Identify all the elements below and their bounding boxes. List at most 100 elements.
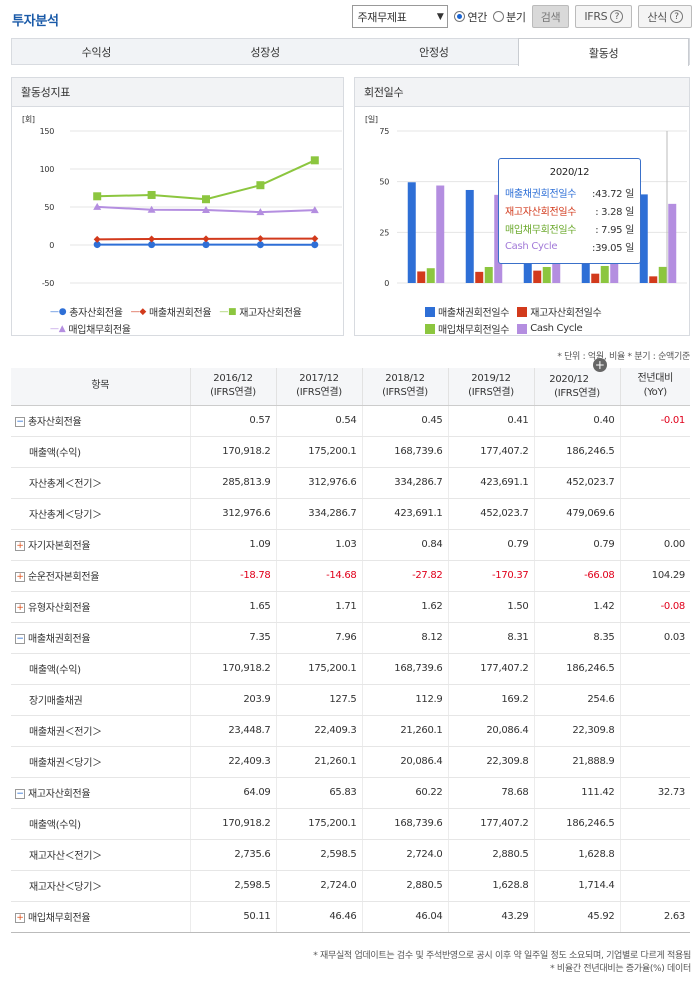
- row-label[interactable]: + 매입채무회전율: [11, 901, 191, 933]
- data-point[interactable]: [202, 195, 210, 204]
- row-label[interactable]: + 유형자산회전율: [11, 591, 191, 623]
- cell-value: 60.22: [362, 777, 449, 809]
- data-point[interactable]: [148, 235, 156, 243]
- legend-item[interactable]: 매출채권회전일수: [425, 304, 510, 319]
- row-label-text: 재고자산＜전기＞: [29, 851, 102, 862]
- bar[interactable]: [465, 189, 474, 283]
- bar[interactable]: [417, 271, 426, 283]
- row-label: 매출채권＜당기＞: [11, 746, 191, 778]
- data-point[interactable]: [256, 235, 264, 243]
- expand-icon[interactable]: +: [15, 913, 25, 923]
- tab-stability[interactable]: 안정성: [419, 45, 449, 59]
- bar[interactable]: [591, 273, 600, 283]
- cell-value: 186,246.5: [534, 436, 621, 468]
- data-point[interactable]: [256, 208, 265, 216]
- bar[interactable]: [542, 266, 551, 283]
- row-label[interactable]: − 총자산회전율: [11, 405, 191, 437]
- bar[interactable]: [639, 194, 648, 283]
- legend-swatch-icon: [425, 306, 435, 317]
- data-point[interactable]: [311, 241, 319, 249]
- legend-item[interactable]: —◆ 매출채권회전율: [130, 304, 212, 320]
- controls: 주재무제표 ▼ 연간 분기 검색 IFRS ? 산식 ?: [352, 5, 692, 28]
- header-yoy-label: 전년대비: [637, 373, 674, 385]
- legend-swatch-icon: [425, 323, 435, 334]
- footnote: * 재무실적 업데이트는 검수 및 주석반영으로 공시 이후 약 일주일 정도 …: [313, 951, 691, 961]
- expand-icon[interactable]: +: [15, 541, 25, 551]
- radio-quarter[interactable]: 분기: [493, 9, 526, 25]
- activity-table: 항목 2016/12 (IFRS연결) 2017/12 (IFRS연결) 2018/12…: [11, 357, 690, 933]
- radio-annual[interactable]: 연간: [454, 9, 487, 25]
- legend-item[interactable]: —▲ 매입채무회전율: [50, 321, 131, 337]
- row-label[interactable]: + 자기자본회전율: [11, 529, 191, 561]
- bar[interactable]: [649, 276, 658, 283]
- legend-item[interactable]: —● 총자산회전율: [50, 304, 123, 320]
- data-point[interactable]: [311, 235, 319, 243]
- legend-item[interactable]: —■ 재고자산회전율: [219, 304, 302, 320]
- data-point[interactable]: [93, 235, 101, 243]
- statement-type-select[interactable]: 주재무제표 ▼: [352, 5, 449, 28]
- data-point[interactable]: [147, 205, 156, 213]
- y-tick-label: 75: [379, 127, 389, 136]
- tab-profitability[interactable]: 수익성: [81, 45, 112, 59]
- data-point[interactable]: [93, 202, 102, 210]
- data-point[interactable]: [202, 235, 210, 243]
- data-point[interactable]: [202, 241, 210, 249]
- cell-value: 0.79: [448, 529, 535, 561]
- radio-annual-dot[interactable]: [454, 11, 466, 22]
- radio-quarter-dot[interactable]: [493, 11, 505, 22]
- y-unit-label: [회]: [22, 115, 35, 124]
- formula-button[interactable]: 산식 ?: [638, 5, 692, 28]
- tab-activity[interactable]: 활동성: [518, 38, 689, 66]
- search-button[interactable]: 검색: [531, 5, 570, 28]
- row-label[interactable]: − 매출채권회전율: [11, 622, 191, 654]
- bar[interactable]: [436, 185, 445, 283]
- bar[interactable]: [407, 182, 416, 283]
- data-point[interactable]: [256, 181, 265, 190]
- cell-yoy: [620, 436, 690, 468]
- collapse-icon[interactable]: −: [15, 417, 25, 427]
- data-point[interactable]: [93, 192, 102, 201]
- legend-item[interactable]: 재고자산회전일수: [517, 304, 602, 319]
- row-label-text: 유형자산회전율: [28, 603, 91, 614]
- table-row: + 매입채무회전율 50.11 46.46 46.04 43.29 45.92 2.63: [11, 901, 690, 933]
- bar[interactable]: [475, 271, 484, 283]
- row-label: 매출액(수익): [11, 808, 191, 840]
- cell-value: 50.11: [190, 901, 277, 933]
- bar[interactable]: [533, 270, 542, 283]
- data-point[interactable]: [93, 241, 101, 249]
- row-label[interactable]: − 재고자산회전율: [11, 777, 191, 809]
- bar[interactable]: [600, 265, 609, 283]
- legend-label: 재고자산회전일수: [530, 308, 602, 319]
- legend-marker-icon: —◆: [130, 306, 147, 317]
- bar[interactable]: [484, 266, 493, 283]
- data-point[interactable]: [256, 241, 264, 249]
- bar[interactable]: [426, 268, 435, 283]
- data-point[interactable]: [148, 241, 156, 249]
- add-column-icon[interactable]: +: [592, 357, 607, 372]
- legend-item[interactable]: Cash Cycle: [517, 321, 583, 336]
- cell-value: 7.96: [276, 622, 363, 654]
- data-point[interactable]: [310, 206, 319, 214]
- legend-label: 매입채무회전일수: [438, 325, 510, 336]
- header: 투자분석 주재무제표 ▼ 연간 분기 검색 IFRS ? 산식 ?: [0, 0, 700, 34]
- bar[interactable]: [668, 203, 677, 283]
- table-row: − 매출채권회전율 7.35 7.96 8.12 8.31 8.35 0.03: [11, 622, 690, 654]
- expand-icon[interactable]: +: [15, 572, 25, 582]
- bar[interactable]: [658, 266, 667, 283]
- collapse-icon[interactable]: −: [15, 634, 25, 644]
- expand-icon[interactable]: +: [15, 603, 25, 613]
- ifrs-button[interactable]: IFRS ?: [575, 5, 633, 28]
- data-point[interactable]: [310, 156, 319, 165]
- data-point[interactable]: [147, 190, 156, 199]
- cell-value: 1.65: [190, 591, 277, 623]
- collapse-icon[interactable]: −: [15, 789, 25, 799]
- header-year-label: 2019/12: [471, 373, 511, 385]
- row-label: 매출액(수익): [11, 436, 191, 468]
- tab-growth[interactable]: 성장성: [250, 45, 280, 59]
- cell-yoy: [620, 715, 690, 747]
- data-point[interactable]: [202, 206, 210, 214]
- cell-value: 1.71: [276, 591, 363, 623]
- tooltip-title: 2020/12: [549, 167, 590, 178]
- legend-item[interactable]: 매입채무회전일수: [425, 321, 510, 336]
- row-label[interactable]: + 순운전자본회전율: [11, 560, 191, 592]
